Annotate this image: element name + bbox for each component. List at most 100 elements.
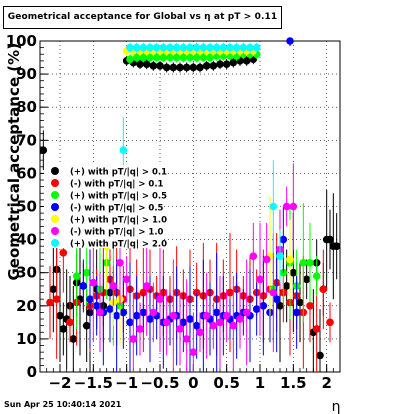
data-point [306,302,314,310]
data-point [149,308,158,317]
data-point [286,255,294,264]
data-point [316,351,324,360]
data-point [46,298,54,307]
y-tick-label: 100 [6,32,37,50]
data-point [192,53,201,62]
data-point [306,258,314,267]
data-point [312,325,321,333]
data-point [189,63,198,72]
data-point [159,53,168,62]
data-point [172,53,181,62]
data-point [232,43,241,52]
legend-label: (+) with pT/|q| > 2.0 [70,240,167,250]
y-tick-label: 70 [16,131,37,149]
data-point [122,275,131,284]
chart-title: Geometrical acceptance for Global vs η a… [7,12,278,22]
data-point [186,53,194,62]
data-point [262,255,271,264]
data-point [162,318,171,327]
data-point [186,315,194,323]
data-point [132,311,141,320]
data-point [276,302,284,310]
y-tick-label: 40 [16,231,37,249]
data-point [229,58,238,67]
data-point [206,43,214,52]
data-point [192,321,201,330]
data-point [162,63,171,72]
data-point [139,43,148,52]
data-point [116,258,124,267]
data-point [222,311,231,320]
data-point [126,318,134,327]
x-tick-label: −1.5 [74,374,113,392]
data-point [146,43,154,52]
data-point [92,302,101,310]
data-point [326,318,334,327]
data-point [72,272,81,280]
data-point [142,282,151,290]
y-tick-label: 30 [16,264,37,282]
data-point [199,53,208,62]
y-tick-label: 10 [16,330,37,348]
y-tick-label: 0 [27,363,37,381]
data-point [256,275,264,284]
data-point [139,53,148,62]
data-point [259,302,268,310]
legend: (+) with pT/|q| > 0.1 (-) with pT/|q| > 0… [44,165,167,250]
data-point [66,318,74,327]
data-point [179,53,188,62]
legend-label: (-) with pT/|q| > 0.1 [70,180,164,190]
data-point [59,325,68,333]
data-point [52,295,61,303]
data-point [332,242,341,251]
data-point [82,321,91,330]
data-point [182,63,191,72]
data-point [239,43,248,52]
x-axis-label: η [332,399,341,414]
x-tick-label: 0.5 [213,374,240,392]
legend-marker [51,227,59,235]
data-point [136,325,144,333]
data-point [212,308,221,317]
data-point [172,43,181,52]
data-point [59,249,68,257]
data-point [186,43,194,52]
data-point [206,53,214,62]
x-tick-label: 1.5 [280,374,307,392]
data-point [152,53,161,62]
data-point [249,252,258,260]
legend-box [44,165,162,248]
data-point [82,268,91,277]
data-point [179,43,188,52]
x-tick-label: −0.5 [140,374,179,392]
data-point [299,258,308,267]
data-point [182,335,191,343]
data-point [89,278,98,287]
legend-label: (-) with pT/|q| > 1.0 [70,228,164,238]
data-point [159,43,168,52]
data-point [226,43,234,52]
data-point [196,63,204,72]
data-point [216,318,224,327]
legend-marker [51,239,59,247]
data-point [272,295,281,303]
data-point [132,43,141,52]
data-point [282,202,291,211]
y-tick-label: 60 [16,164,37,182]
data-point [56,311,64,320]
x-tick-label: 0 [188,374,198,392]
data-point [156,295,164,303]
data-point [146,53,154,62]
data-point [269,288,278,297]
data-point [142,60,151,68]
series-6 [89,163,298,372]
data-point [289,268,298,277]
data-point [269,202,278,211]
data-point [146,315,154,323]
data-point [189,348,198,356]
data-point [226,288,234,297]
data-point [156,62,164,70]
data-point [119,308,128,317]
data-point [69,335,78,343]
data-point [169,311,178,320]
